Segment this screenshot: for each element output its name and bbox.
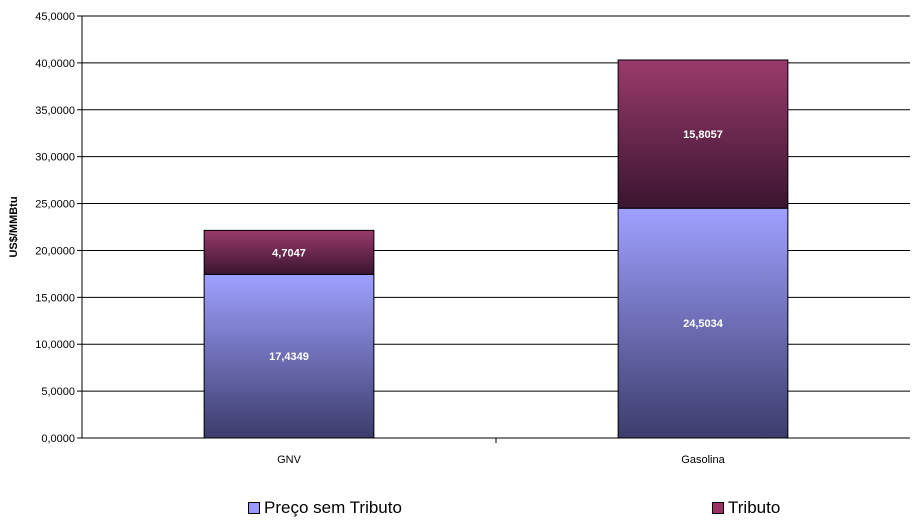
bar-gasolina-preco	[617, 207, 789, 439]
bar-gnv-tributo	[203, 229, 375, 275]
legend-item-tributo: Tributo	[712, 498, 780, 518]
legend-item-preco: Preço sem Tributo	[248, 498, 402, 518]
legend-swatch-preco	[248, 502, 260, 514]
x-tick-label: Gasolina	[681, 454, 725, 466]
y-tick-label: 5,0000	[41, 386, 75, 398]
y-tick-label: 30,0000	[35, 152, 75, 164]
y-tick-label: 25,0000	[35, 199, 75, 211]
y-axis-label: US$/MMBtu	[8, 196, 20, 257]
bar-gasolina-tributo	[617, 59, 789, 209]
y-tick-label: 35,0000	[35, 105, 75, 117]
x-tick-label: GNV	[277, 454, 302, 466]
y-tick-label: 20,0000	[35, 245, 75, 257]
data-label: 24,5034	[683, 318, 724, 330]
data-label: 15,8057	[683, 129, 723, 141]
y-tick-label: 15,0000	[35, 292, 75, 304]
data-label: 4,7047	[272, 247, 306, 259]
bar-gnv-preco	[203, 273, 375, 439]
bars	[203, 59, 789, 439]
y-tick-label: 0,0000	[41, 433, 75, 445]
legend-swatch-tributo	[712, 502, 724, 514]
y-tick-label: 40,0000	[35, 58, 75, 70]
y-tick-label: 10,0000	[35, 339, 75, 351]
data-label: 17,4349	[269, 351, 309, 363]
legend-label-preco: Preço sem Tributo	[264, 498, 402, 517]
axes: 0,0000 5,0000 10,0000 15,0000 20,0000 25,0000…	[35, 11, 910, 466]
legend-label-tributo: Tributo	[728, 498, 781, 517]
y-tick-label: 45,0000	[35, 11, 75, 23]
labels: 17,4349 4,7047 24,5034 15,8057	[269, 129, 724, 363]
